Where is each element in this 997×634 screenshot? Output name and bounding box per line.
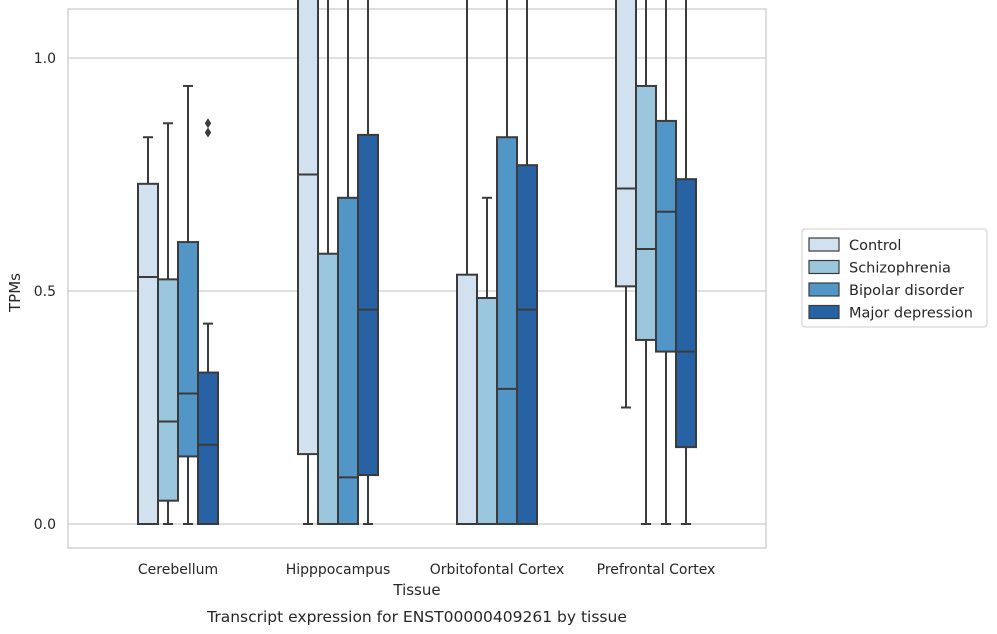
y-tick-label: 1.0 — [34, 51, 56, 67]
box-iqr — [177, 241, 199, 458]
x-tick-label: Hipppocampus — [286, 562, 391, 578]
box-iqr — [317, 252, 339, 525]
y-tick-label: 0.5 — [34, 284, 56, 300]
legend-label: Control — [849, 238, 901, 254]
box-schizophrenia — [317, 0, 339, 525]
box-iqr — [456, 273, 478, 525]
box-iqr — [516, 164, 538, 525]
box-iqr — [337, 196, 359, 526]
box-bipolar-disorder — [655, 0, 677, 525]
legend-frame — [801, 228, 988, 328]
box-iqr — [496, 136, 518, 525]
legend-items: Control Schizophrenia Bipolar disorder Majo… — [808, 237, 973, 322]
box-plots — [137, 0, 697, 526]
box-iqr — [137, 182, 159, 525]
outlier-point — [204, 127, 212, 138]
legend: Control Schizophrenia Bipolar disorder Majo… — [801, 228, 988, 328]
box-iqr — [635, 84, 657, 341]
box-control — [297, 0, 319, 525]
box-control — [456, 0, 478, 525]
legend-swatch — [808, 259, 840, 275]
box-control — [615, 0, 637, 409]
box-schizophrenia — [476, 196, 498, 525]
box-schizophrenia — [635, 0, 657, 525]
x-axis-title: Tissue — [392, 581, 440, 599]
box-major-depression — [197, 118, 219, 525]
box-bipolar-disorder — [496, 0, 518, 525]
x-tick-label: Prefrontal Cortex — [597, 562, 716, 578]
box-iqr — [357, 133, 379, 477]
legend-label: Bipolar disorder — [849, 283, 964, 299]
box-iqr — [655, 119, 677, 353]
legend-swatch — [808, 282, 840, 297]
box-schizophrenia — [157, 122, 179, 525]
box-major-depression — [516, 0, 538, 525]
box-iqr — [615, 0, 637, 288]
box-iqr — [157, 278, 179, 502]
box-bipolar-disorder — [177, 84, 199, 525]
box-iqr — [197, 371, 219, 525]
box-major-depression — [675, 0, 697, 525]
y-tick-labels: 0.00.51.01.52.0 — [34, 51, 56, 533]
chart-caption: Transcript expression for ENST0000040926… — [206, 608, 627, 626]
x-tick-label: Orbitofontal Cortex — [430, 562, 565, 578]
y-axis-title: TPMs — [6, 273, 24, 313]
y-tick-label: 0.0 — [34, 517, 56, 533]
plot-area-frame — [67, 8, 767, 549]
box-iqr — [675, 178, 697, 449]
legend-label: Major depression — [849, 306, 973, 322]
box-major-depression — [357, 0, 379, 525]
x-tick-label: Cerebellum — [138, 562, 218, 578]
legend-swatch — [808, 304, 840, 320]
x-tick-labels: Cerebellum Hipppocampus Orbitofontal Corte… — [138, 562, 715, 578]
outlier-point — [204, 118, 212, 129]
box-control — [137, 136, 159, 525]
box-iqr — [297, 0, 319, 456]
box-bipolar-disorder — [337, 0, 359, 526]
legend-swatch — [808, 237, 840, 252]
legend-label: Schizophrenia — [849, 261, 951, 277]
box-iqr — [476, 296, 498, 525]
